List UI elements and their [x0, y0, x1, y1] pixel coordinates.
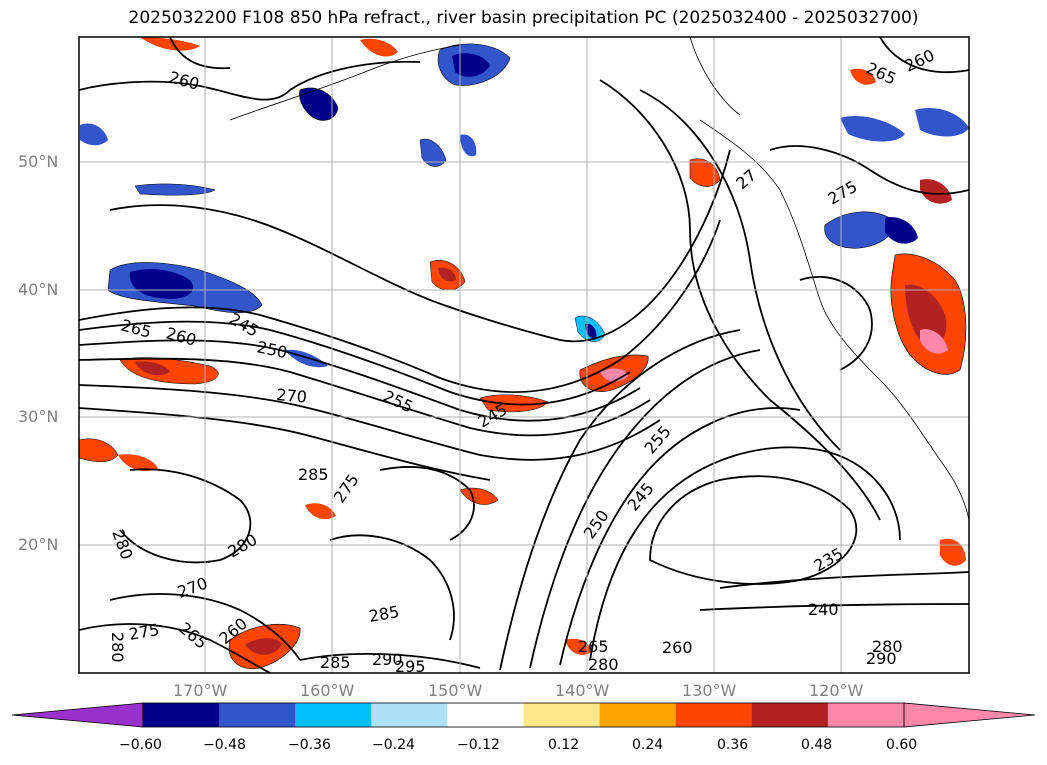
colorbar-over-triangle	[903, 702, 1036, 728]
colorbar-cell	[143, 703, 220, 727]
latitude-label: 50°N	[18, 152, 59, 171]
contour-label: 295	[395, 657, 426, 676]
longitude-label: 170°W	[173, 681, 228, 700]
longitude-label: 150°W	[428, 681, 483, 700]
colorbar-cell	[599, 703, 677, 727]
colorbar-cell	[371, 703, 448, 727]
contour-label: 260	[662, 638, 693, 657]
colorbar-cell	[827, 703, 905, 727]
colorbar-tick-label: 0.24	[632, 737, 664, 753]
colorbar-tick-label: −0.12	[457, 737, 500, 753]
colorbar-tick-label: 0.12	[548, 737, 580, 753]
colorbar-tick-label: −0.36	[288, 737, 331, 753]
latitude-label: 30°N	[18, 407, 59, 426]
map-title: 2025032200 F108 850 hPa refract., river …	[128, 8, 919, 28]
coastlines	[229, 37, 969, 521]
contour-label: 280	[872, 637, 903, 656]
map-frame	[78, 36, 970, 674]
colorbar-cell	[523, 703, 600, 727]
refractivity-contours	[79, 37, 969, 673]
longitude-label: 140°W	[555, 681, 610, 700]
contour-label: 240	[808, 600, 839, 619]
contour-label: 285	[298, 465, 329, 484]
latitude-label: 40°N	[18, 280, 59, 299]
colorbar-tick-label: −0.24	[372, 737, 415, 753]
gridlines	[79, 37, 969, 673]
longitude-label: 130°W	[682, 681, 737, 700]
map-area: 260 265 260 245 250 270 255 245 255 245 …	[79, 37, 969, 676]
precipitation-shading	[79, 37, 969, 670]
contour-label: 270	[276, 385, 308, 407]
contour-label: 265	[578, 637, 609, 656]
contour-label: 280	[588, 655, 619, 674]
colorbar-cell	[219, 703, 296, 727]
contour-label: 290	[866, 649, 897, 668]
colorbar-tick-label: 0.36	[717, 737, 749, 753]
contour-label: 280	[108, 632, 127, 663]
contour-label: 285	[320, 653, 351, 672]
colorbar-cell	[675, 703, 753, 727]
colorbar-tick-label: −0.60	[119, 737, 162, 753]
latitude-label: 20°N	[18, 535, 59, 554]
colorbar-cell	[751, 703, 829, 727]
colorbar-cell	[295, 703, 372, 727]
colorbar-cell	[447, 703, 524, 727]
colorbar-tick-label: 0.48	[801, 737, 833, 753]
longitude-label: 160°W	[300, 681, 355, 700]
contour-label: 290	[372, 650, 403, 669]
colorbar-tick-label: −0.48	[203, 737, 246, 753]
longitude-label: 120°W	[809, 681, 864, 700]
colorbar-under-triangle	[11, 702, 144, 728]
colorbar-tick-label: 0.60	[886, 737, 918, 753]
colorbar	[11, 702, 1036, 728]
